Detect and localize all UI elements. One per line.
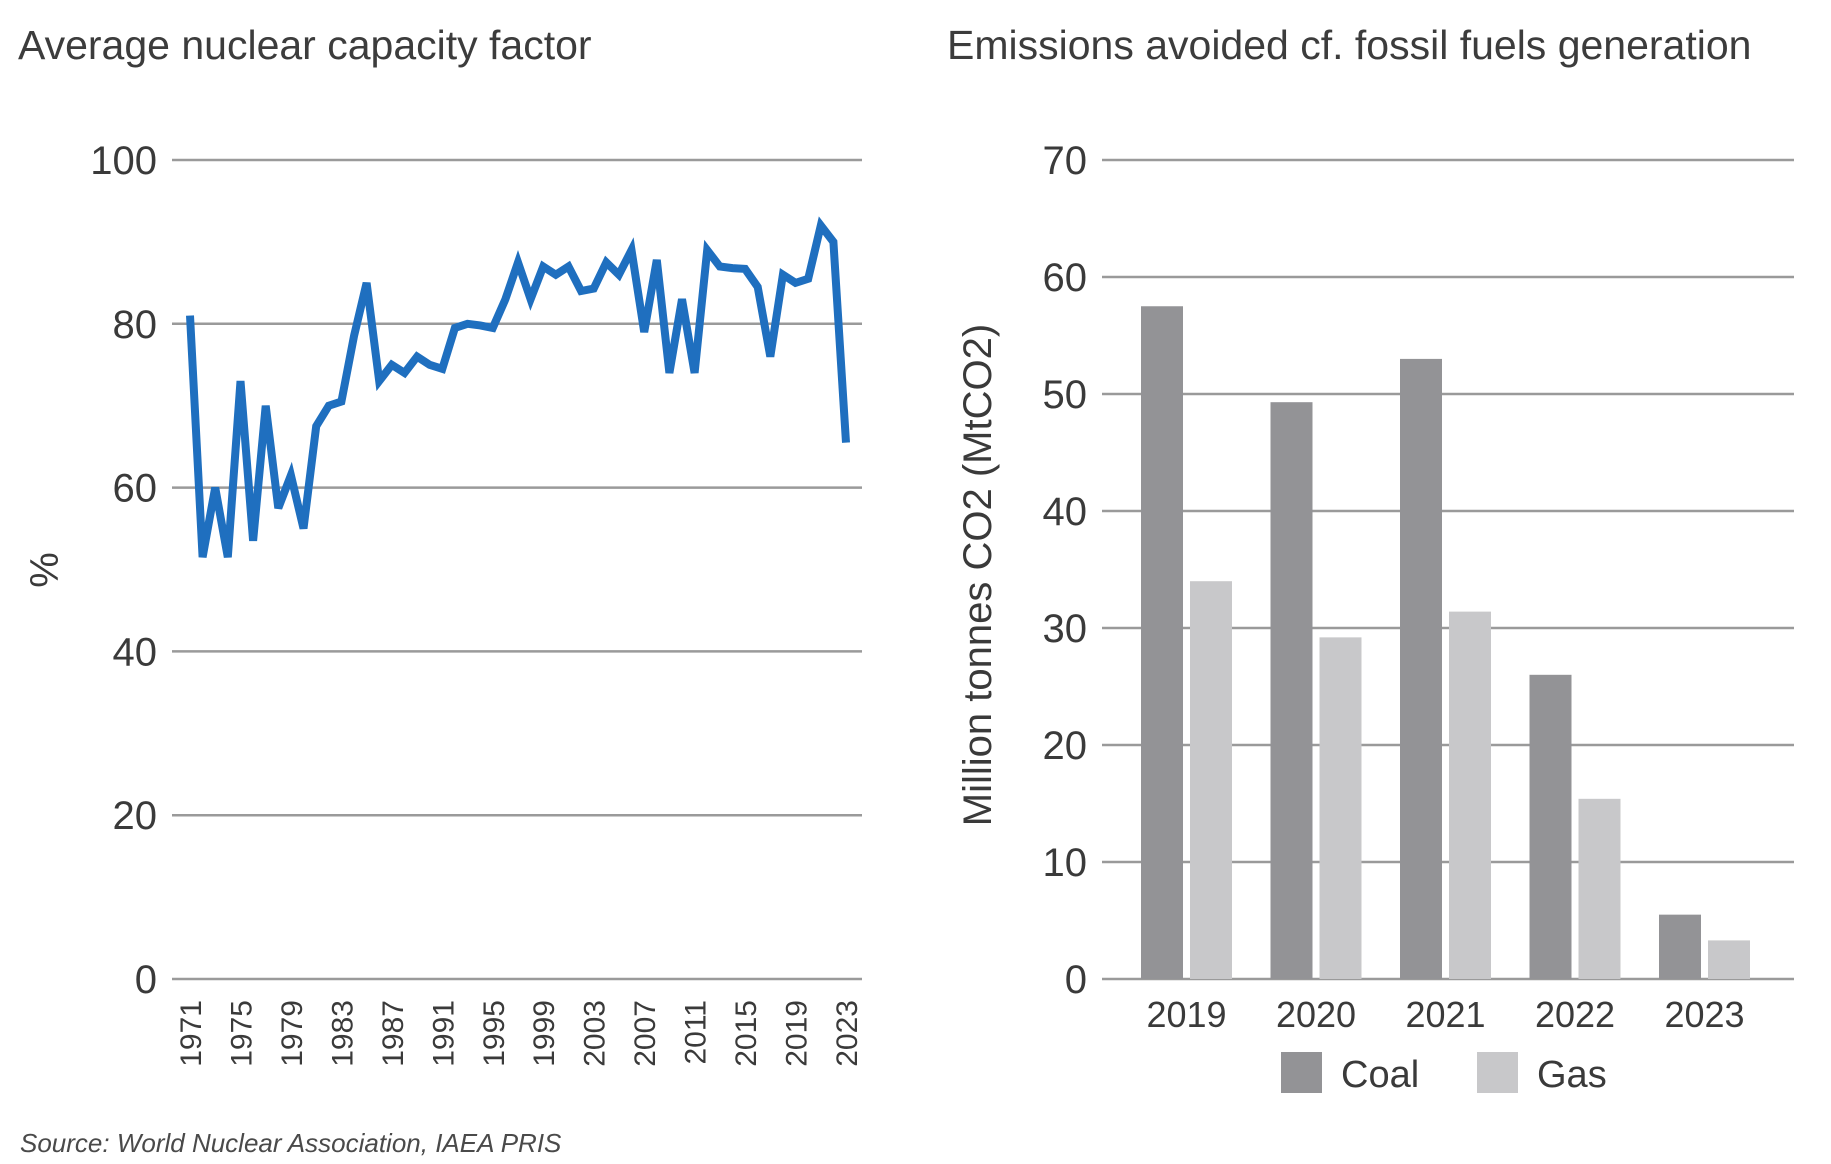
bar-chart-ytick-label: 50 xyxy=(1043,373,1088,417)
line-chart-xtick-label: 1971 xyxy=(175,1000,208,1067)
bar-chart-category-label: 2023 xyxy=(1664,994,1744,1035)
line-chart-xtick-label: 2003 xyxy=(579,1000,612,1067)
line-chart-ytick-label: 60 xyxy=(113,467,158,511)
line-chart-ytick-label: 40 xyxy=(113,630,158,674)
line-chart-xtick-label: 1987 xyxy=(377,1000,410,1067)
bar-chart-category-label: 2021 xyxy=(1405,994,1485,1035)
line-chart-ytick-label: 80 xyxy=(113,303,158,347)
bar-coal-2019 xyxy=(1141,306,1183,979)
line-chart-xtick-label: 1975 xyxy=(225,1000,258,1067)
bar-coal-2020 xyxy=(1270,402,1313,979)
line-chart-xtick-label: 2007 xyxy=(629,1000,662,1067)
bar-coal-2023 xyxy=(1659,914,1701,979)
line-chart-y-axis-label: % xyxy=(23,552,67,588)
line-chart-xtick-label: 1999 xyxy=(528,1000,561,1067)
line-chart-xtick-label: 1995 xyxy=(478,1000,511,1067)
bar-chart-ytick-label: 40 xyxy=(1043,490,1088,534)
emissions-bar-chart: 0 10 20 30 40 50 60 70 2019 2020 2021 2022 2023 Milli… xyxy=(956,139,1794,1096)
line-chart-ytick-label: 20 xyxy=(113,794,158,838)
left-chart-title: Average nuclear capacity factor xyxy=(18,22,592,68)
right-chart-title: Emissions avoided cf. fossil fuels gener… xyxy=(947,22,1752,68)
bar-chart-y-axis-label: Million tonnes CO2 (MtCO2) xyxy=(956,324,1000,826)
bar-gas-2019 xyxy=(1190,581,1232,979)
bar-coal-2022 xyxy=(1529,674,1572,979)
bar-coal-2021 xyxy=(1400,358,1442,979)
line-chart-xtick-label: 1979 xyxy=(276,1000,309,1067)
capacity-factor-series-line xyxy=(186,216,850,558)
bar-chart-category-label: 2019 xyxy=(1146,994,1226,1035)
bar-chart-ytick-label: 60 xyxy=(1043,256,1088,300)
legend-swatch-gas xyxy=(1477,1052,1518,1093)
bar-chart-ytick-label: 70 xyxy=(1043,139,1088,183)
line-chart-ytick-label: 0 xyxy=(135,958,157,1002)
bar-gas-2023 xyxy=(1708,940,1750,979)
bar-chart-ytick-label: 10 xyxy=(1043,841,1088,885)
line-chart-xtick-label: 1991 xyxy=(427,1000,460,1067)
bar-chart-ytick-label: 20 xyxy=(1043,724,1088,768)
line-chart-xtick-label: 2015 xyxy=(730,1000,763,1067)
line-chart-xtick-label: 2011 xyxy=(680,1000,713,1065)
legend-label-gas: Gas xyxy=(1537,1054,1607,1096)
line-chart-ytick-label: 100 xyxy=(90,139,157,183)
line-chart-xtick-label: 1983 xyxy=(326,1000,359,1067)
capacity-factor-line-chart: 0 20 40 60 80 100 1971 1975 1979 1983 1987 1991 1995… xyxy=(23,139,864,1067)
line-chart-xtick-label: 2023 xyxy=(831,1000,864,1067)
bar-gas-2021 xyxy=(1449,611,1491,979)
legend-label-coal: Coal xyxy=(1341,1054,1419,1096)
line-chart-xtick-label: 2019 xyxy=(781,1000,814,1067)
bar-gas-2020 xyxy=(1319,637,1362,979)
bar-chart-ytick-label: 0 xyxy=(1065,958,1087,1002)
bar-gas-2022 xyxy=(1578,798,1621,979)
bar-chart-category-label: 2022 xyxy=(1535,994,1615,1035)
bar-chart-ytick-label: 30 xyxy=(1043,607,1088,651)
legend-swatch-coal xyxy=(1281,1052,1322,1093)
source-note: Source: World Nuclear Association, IAEA … xyxy=(20,1128,562,1158)
bar-chart-category-label: 2020 xyxy=(1276,994,1356,1035)
